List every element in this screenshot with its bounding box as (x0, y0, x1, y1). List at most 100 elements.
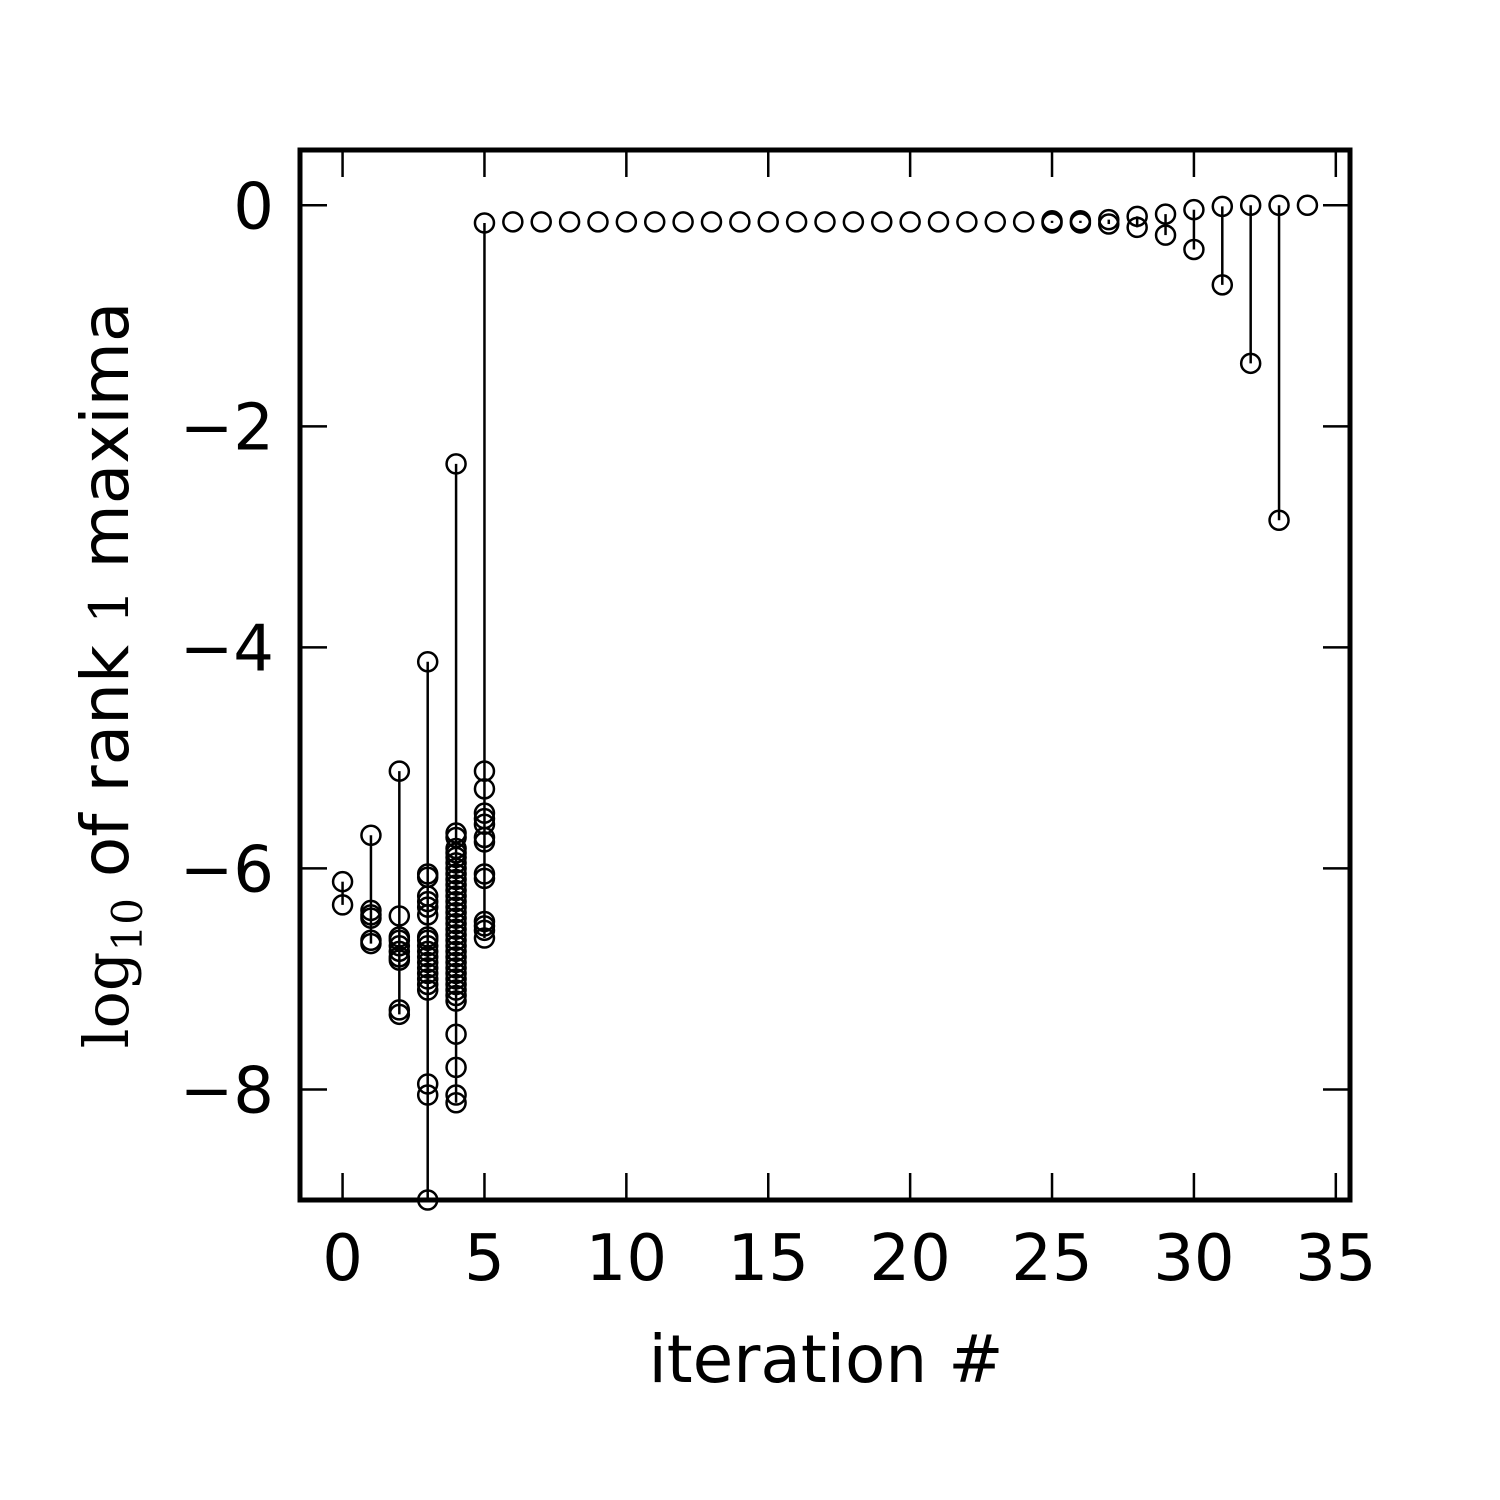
data-point (473, 867, 496, 890)
data-point (473, 778, 496, 800)
data-point (502, 211, 524, 233)
data-point (956, 211, 978, 233)
data-point (445, 868, 467, 891)
data-point (473, 760, 496, 782)
data-point (445, 946, 467, 968)
x-tick-label: 25 (1011, 1222, 1092, 1296)
data-point (445, 885, 467, 907)
data-point (445, 879, 467, 902)
data-point (416, 929, 439, 952)
data-point (445, 979, 467, 1001)
data-point (445, 453, 467, 475)
y-label-rank-number: 1 (78, 590, 141, 624)
data-point (416, 890, 439, 913)
data-point (445, 901, 467, 924)
data-point (672, 211, 694, 233)
data-point (899, 211, 921, 233)
data-point (416, 940, 439, 963)
data-point (1126, 216, 1148, 239)
data-point (416, 957, 439, 979)
data-point (445, 912, 467, 935)
x-tick-label: 0 (322, 1222, 363, 1296)
data-point (473, 212, 496, 234)
data-point (445, 890, 467, 913)
axis-ticks (300, 150, 1350, 1200)
y-tick-label: 0 (233, 170, 274, 244)
data-point (416, 968, 439, 990)
data-point (445, 846, 467, 869)
data-point (388, 935, 411, 957)
data-point (445, 1056, 467, 1079)
data-point (416, 1073, 439, 1095)
data-point (1012, 211, 1035, 233)
data-point (416, 946, 439, 968)
data-point (416, 962, 439, 985)
y-label-of-rank: of rank (67, 624, 144, 898)
data-point (445, 962, 467, 985)
data-point (388, 760, 411, 782)
data-point (445, 918, 467, 940)
data-point (416, 935, 439, 957)
data-point (445, 984, 467, 1007)
data-point (1183, 238, 1205, 261)
data-point (445, 1023, 467, 1045)
y-tick-label: −8 (180, 1054, 274, 1128)
data-point (473, 919, 496, 942)
y-tick-label: −4 (180, 612, 274, 686)
data-point (416, 979, 439, 1001)
data-point (445, 929, 467, 952)
data-point (785, 211, 808, 233)
data-point (1041, 212, 1063, 234)
data-point (1183, 198, 1205, 221)
data-point (416, 1084, 439, 1106)
y-tick-label: −6 (180, 833, 274, 907)
data-point (445, 1091, 467, 1114)
data-point (473, 802, 496, 824)
data-point (445, 935, 467, 957)
data-point (1154, 203, 1177, 225)
data-point (1154, 224, 1177, 246)
data-point (445, 896, 467, 918)
data-point (445, 907, 467, 929)
plot-frame (297, 147, 1353, 1203)
y-axis-label: log10 of rank 1 maxima (67, 302, 152, 1049)
data-point (445, 973, 467, 996)
data-point (445, 957, 467, 979)
data-point (445, 857, 467, 880)
data-point (445, 968, 467, 990)
data-point (388, 949, 411, 971)
data-point (984, 211, 1007, 233)
data-point (1239, 194, 1262, 217)
data-point (1069, 212, 1092, 234)
y-tick-label: −2 (180, 391, 274, 465)
data-marks (331, 194, 1319, 1211)
data-point (757, 211, 779, 233)
data-point (1239, 352, 1262, 375)
x-tick-label: 30 (1153, 1222, 1234, 1296)
data-point (416, 650, 439, 673)
data-point (473, 831, 496, 853)
data-point (388, 940, 411, 963)
data-point (416, 896, 439, 918)
data-point (445, 951, 467, 974)
x-tick-label: 5 (464, 1222, 505, 1296)
data-point (842, 211, 865, 233)
data-point (700, 211, 723, 233)
data-point (388, 1003, 411, 1026)
data-point (1268, 194, 1290, 217)
data-point (416, 951, 439, 974)
data-point (445, 874, 467, 896)
data-point (445, 1084, 467, 1106)
data-point (643, 211, 666, 233)
data-point (1268, 509, 1290, 532)
data-point (1211, 195, 1234, 218)
data-point (416, 904, 439, 926)
data-point (927, 211, 950, 233)
data-point (587, 211, 609, 233)
data-point (871, 211, 893, 233)
y-label-subscript: 10 (103, 898, 152, 951)
x-axis-label: iteration # (648, 1321, 1003, 1398)
data-point (530, 211, 552, 233)
data-point (473, 927, 496, 949)
